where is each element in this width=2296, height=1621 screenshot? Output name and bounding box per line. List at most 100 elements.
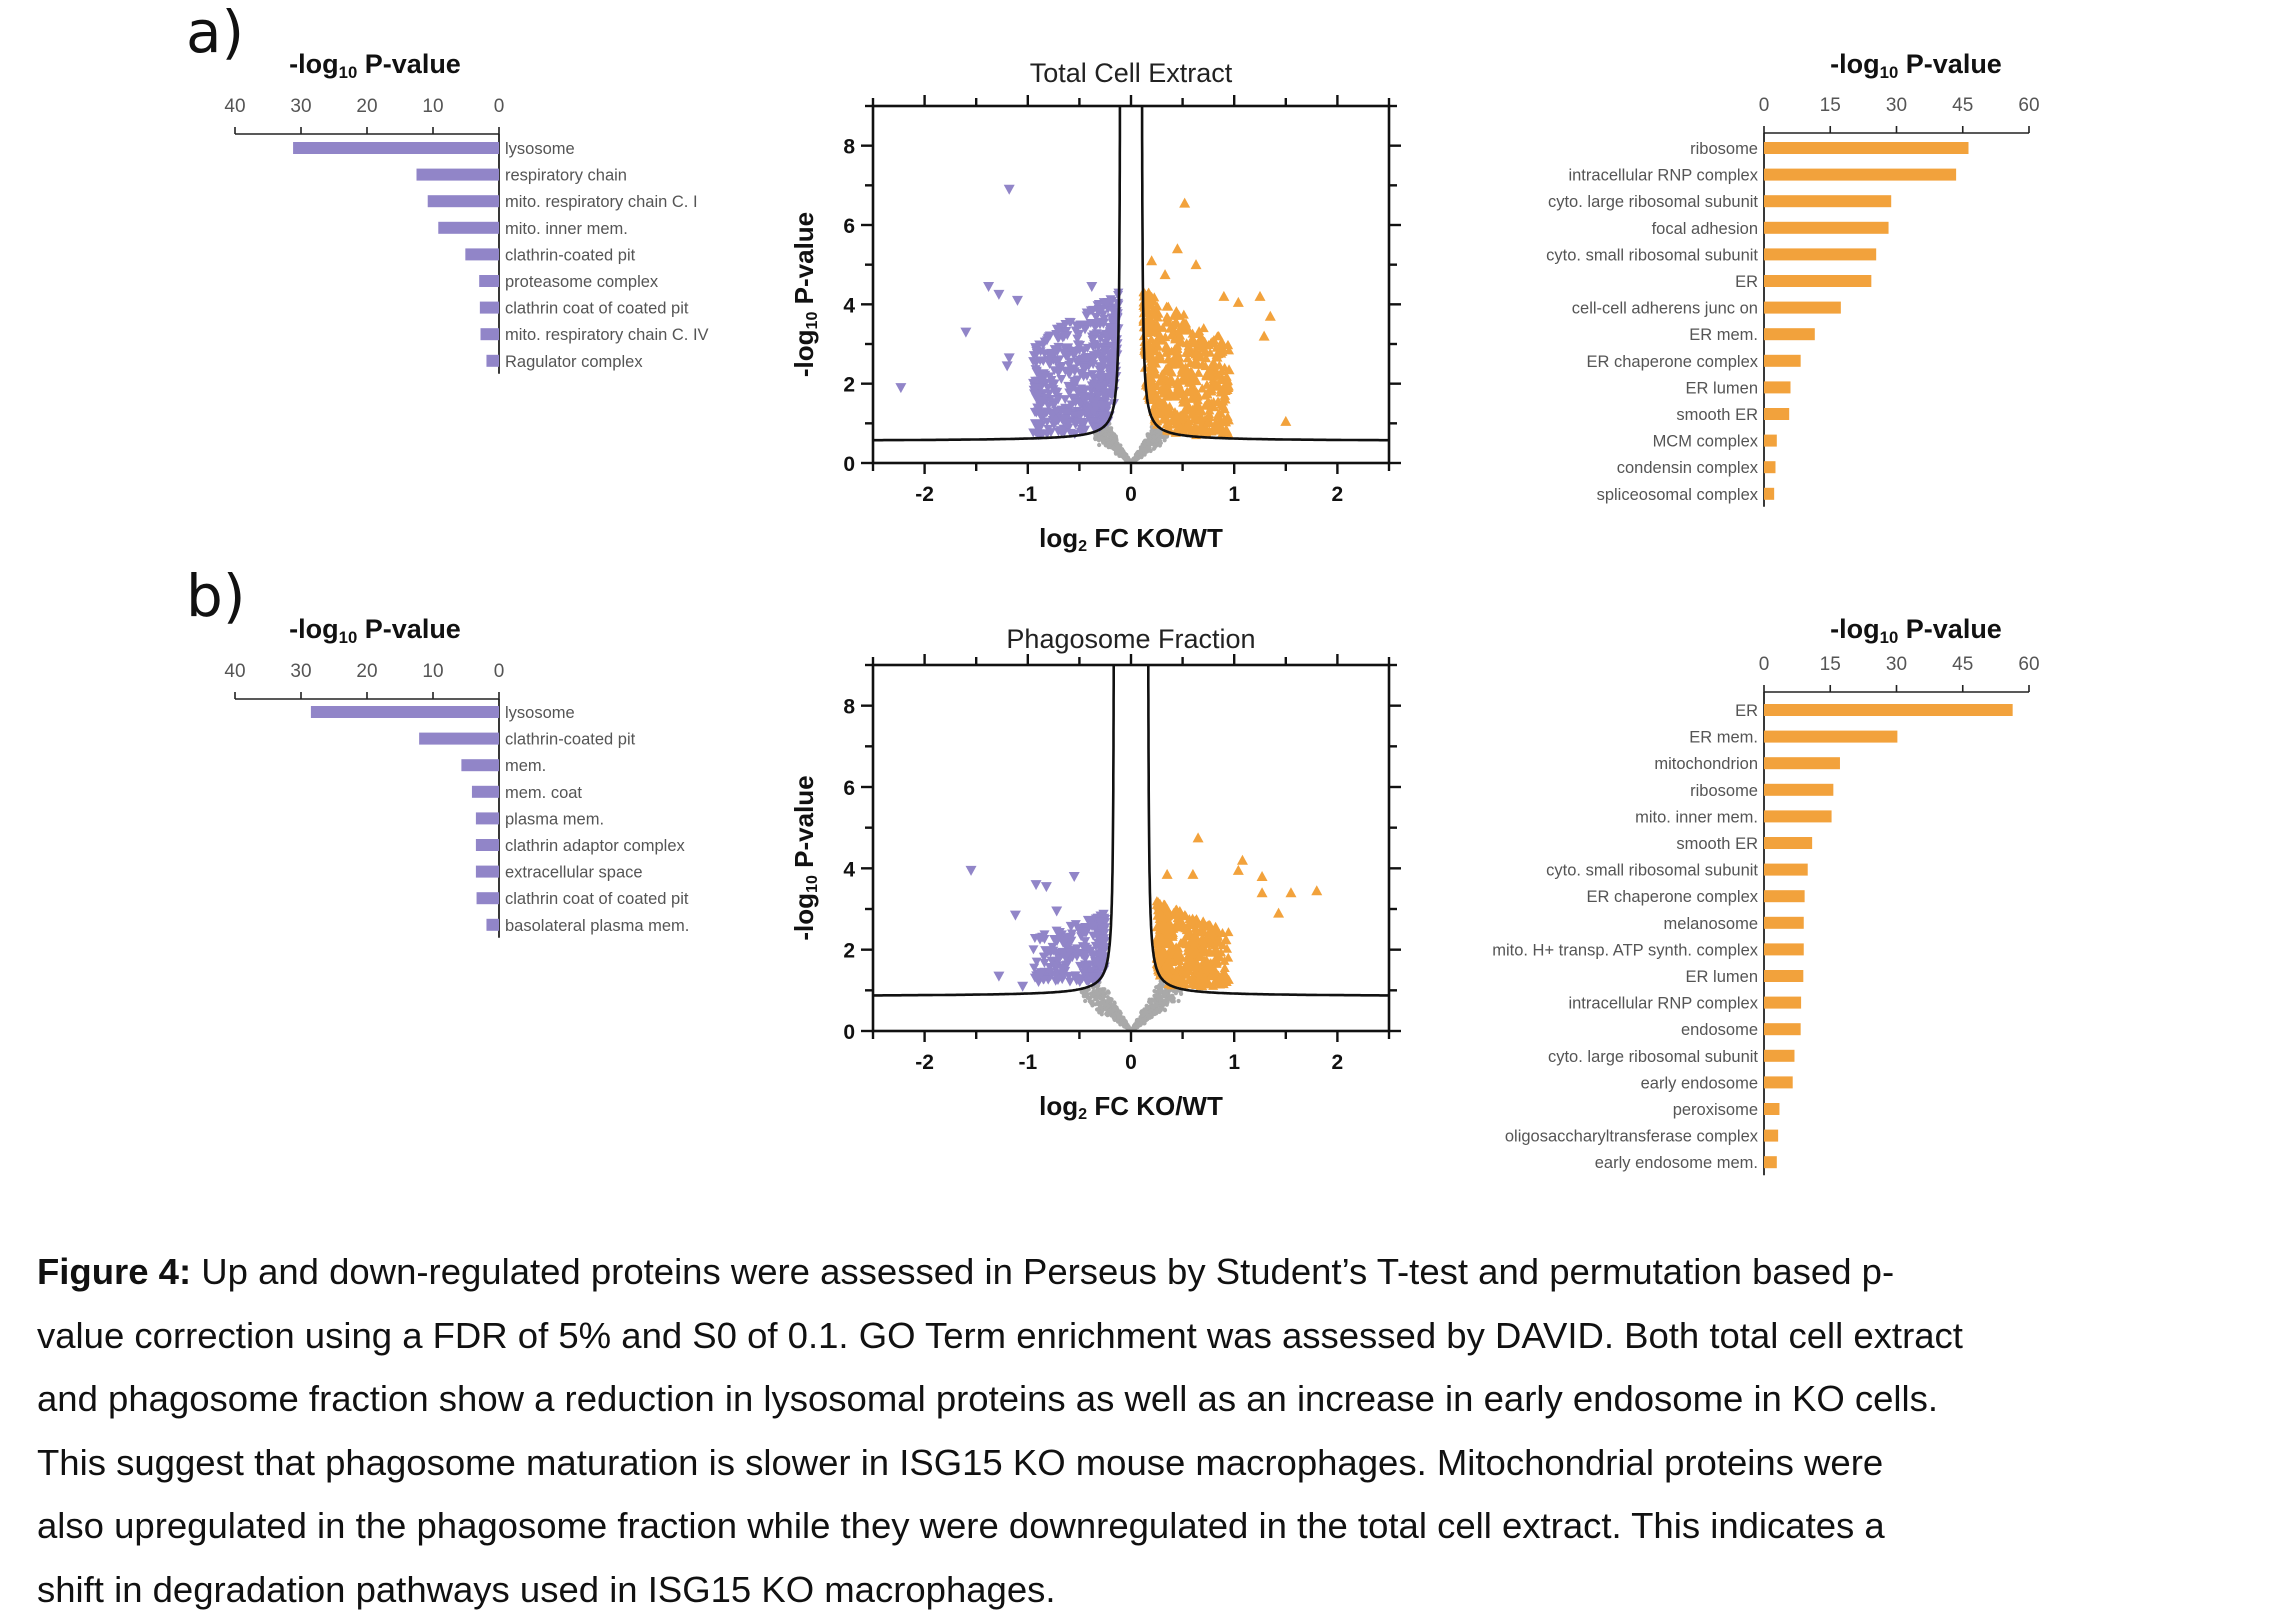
bar-category-label: ER lumen [1686, 379, 1758, 397]
bar [1764, 970, 1803, 982]
data-point-ns [1155, 443, 1159, 447]
y-tick-label: 0 [843, 1021, 855, 1044]
data-point-up [1257, 871, 1268, 881]
data-point-ns [1161, 1002, 1165, 1006]
data-point-up [1257, 887, 1268, 897]
y-tick-label: 2 [843, 374, 855, 397]
data-point-ns [1135, 1023, 1139, 1027]
data-point-ns [1108, 1009, 1112, 1013]
caption-line-4: This suggest that phagosome maturation i… [37, 1431, 2277, 1495]
data-point-ns [1176, 999, 1180, 1003]
data-point-ns [1153, 1003, 1157, 1007]
bar-category-label: ER [1735, 702, 1758, 720]
x-tick-label: 1 [1228, 483, 1240, 506]
bar [1764, 784, 1833, 796]
bar-category-label: smooth ER [1676, 406, 1758, 424]
bar-category-label: clathrin-coated pit [505, 731, 636, 749]
bar-category-label: clathrin-coated pit [505, 246, 636, 264]
data-point-up [1311, 885, 1322, 895]
data-point-down [1051, 907, 1062, 917]
data-point-up [1199, 323, 1209, 332]
data-point-ns [1146, 1013, 1150, 1017]
data-point-ns [1152, 435, 1156, 439]
data-point-ns [1099, 996, 1103, 1000]
data-point-down [983, 282, 994, 292]
data-point-up [1162, 869, 1173, 879]
data-point-down [966, 866, 977, 876]
data-point-ns [1152, 447, 1156, 451]
y-tick-label: 6 [843, 777, 855, 800]
data-point-ns [1101, 441, 1105, 445]
bar [1764, 435, 1777, 447]
data-point-ns [1104, 1012, 1108, 1016]
data-point-ns [1099, 1000, 1103, 1004]
data-point-ns [1135, 456, 1139, 460]
bar-axis-title-main: -log [1830, 49, 1879, 79]
bar-category-label: mem. coat [505, 784, 582, 802]
bar-category-label: ER chaperone complex [1586, 353, 1758, 371]
data-point-up [1285, 887, 1296, 897]
data-point-ns [1085, 993, 1089, 997]
bar-category-label: endosome [1681, 1021, 1758, 1039]
bar-tick-label: 45 [1952, 654, 1973, 675]
caption-text: Up and down-regulated proteins were asse… [191, 1251, 1894, 1292]
bar-category-label: MCM complex [1653, 433, 1759, 451]
bar-category-label: plasma mem. [505, 810, 604, 828]
data-point-ns [1149, 429, 1153, 433]
bar [1764, 222, 1889, 234]
x-tick-label: 1 [1228, 1051, 1240, 1074]
y-tick-label: 4 [843, 294, 855, 317]
data-point-ns [1147, 442, 1151, 446]
bar [476, 812, 499, 824]
bar [472, 786, 499, 798]
bar [465, 248, 499, 260]
data-point-ns [1158, 1007, 1162, 1011]
data-point-ns [1152, 999, 1156, 1003]
y-tick-label: 0 [843, 453, 855, 476]
bar-axis-title-tail: P-value [357, 49, 461, 79]
bar [1764, 461, 1775, 473]
data-point-down [1041, 882, 1052, 892]
bar-category-label: mitochondrion [1654, 755, 1758, 773]
data-point-ns [1126, 1025, 1130, 1029]
bar-category-label: mito. H+ transp. ATP synth. complex [1492, 941, 1759, 959]
data-point-ns [1142, 1021, 1146, 1025]
y-axis-label-tail: P-value [789, 212, 819, 312]
bar-category-label: ribosome [1690, 782, 1758, 800]
data-point-up [1179, 198, 1190, 208]
bar [1764, 704, 2013, 716]
plot-frame [873, 106, 1389, 463]
data-point-ns [1083, 999, 1087, 1003]
data-point-down [1017, 982, 1028, 992]
data-point-down [895, 383, 906, 393]
data-point-ns [1104, 432, 1108, 436]
data-point-up [1172, 243, 1183, 253]
bar-category-label: peroxisome [1673, 1101, 1758, 1119]
y-axis-label: -log10 P-value [789, 212, 821, 377]
bar-axis-title-tail: P-value [1898, 49, 2002, 79]
bar-axis-title: -log10 P-value [1830, 49, 2002, 82]
bar-category-label: lysosome [505, 704, 575, 722]
bar [1764, 757, 1840, 769]
bar-tick-label: 30 [1886, 95, 1907, 116]
data-point-down [960, 328, 971, 338]
bar-tick-label: 0 [1759, 654, 1770, 675]
data-point-ns [1123, 1019, 1127, 1023]
data-point-ns [1099, 1005, 1103, 1009]
data-point-down [1069, 872, 1080, 882]
volcano-title: Phagosome Fraction [1006, 624, 1255, 654]
data-point-up [1218, 291, 1229, 301]
bar [311, 706, 499, 718]
data-point-up [1160, 269, 1171, 279]
data-point-up [1162, 312, 1172, 321]
bar-category-label: cyto. small ribosomal subunit [1546, 246, 1758, 264]
data-point-ns [1097, 443, 1101, 447]
bar [1764, 864, 1808, 876]
bar-axis-title-subscript: 10 [1880, 63, 1899, 82]
data-point-up [1187, 869, 1198, 879]
bar-category-label: mito. inner mem. [1635, 808, 1758, 826]
bar [476, 866, 499, 878]
bar-category-label: ER mem. [1689, 326, 1758, 344]
bar [1764, 1023, 1801, 1035]
